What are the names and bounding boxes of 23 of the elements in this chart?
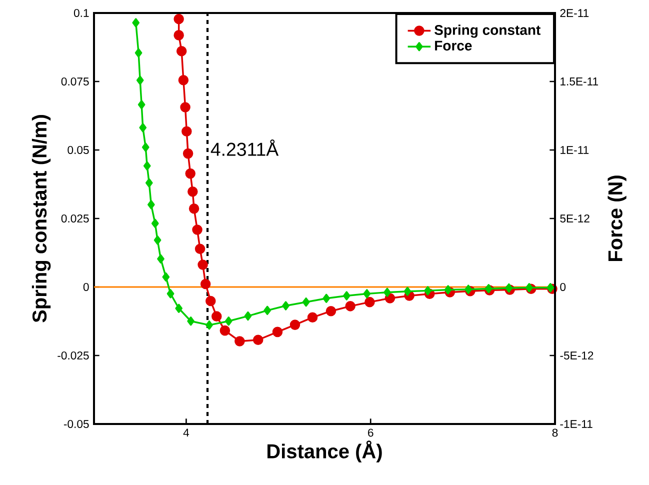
x-tick-label: 4 (183, 428, 190, 437)
y2-tick-label: 5E-12 (560, 214, 590, 223)
x-tick-label: 8 (552, 428, 558, 437)
y2-tick-label: 1.5E-11 (560, 78, 598, 86)
y2-tick-label: -1E-11 (560, 420, 592, 428)
x-tick-label: 6 (368, 428, 374, 437)
legend-label: Spring constant (434, 24, 540, 38)
y2-axis-title: Force (N) (608, 176, 626, 262)
x-axis-title: Distance (Å) (267, 440, 382, 462)
y-tick-label: -0.05 (64, 420, 89, 428)
y-tick-label: 0 (83, 282, 89, 292)
y-tick-label: 0.025 (61, 214, 89, 223)
y-tick-label: 0.075 (61, 77, 89, 86)
y2-tick-label: 1E-11 (560, 146, 589, 154)
y2-tick-label: -5E-12 (560, 351, 594, 360)
legend-label: Force (435, 40, 472, 51)
y2-tick-label: 2E-11 (560, 9, 589, 17)
y-tick-label: 0.05 (68, 146, 89, 154)
y-axis-title: Spring constant (N/m) (32, 115, 51, 322)
y2-tick-label: 0 (560, 282, 566, 292)
y-tick-label: -0.025 (58, 351, 89, 360)
y-tick-label: 0.1 (74, 8, 89, 17)
ref-line-label: 4.2311Å (210, 139, 279, 156)
